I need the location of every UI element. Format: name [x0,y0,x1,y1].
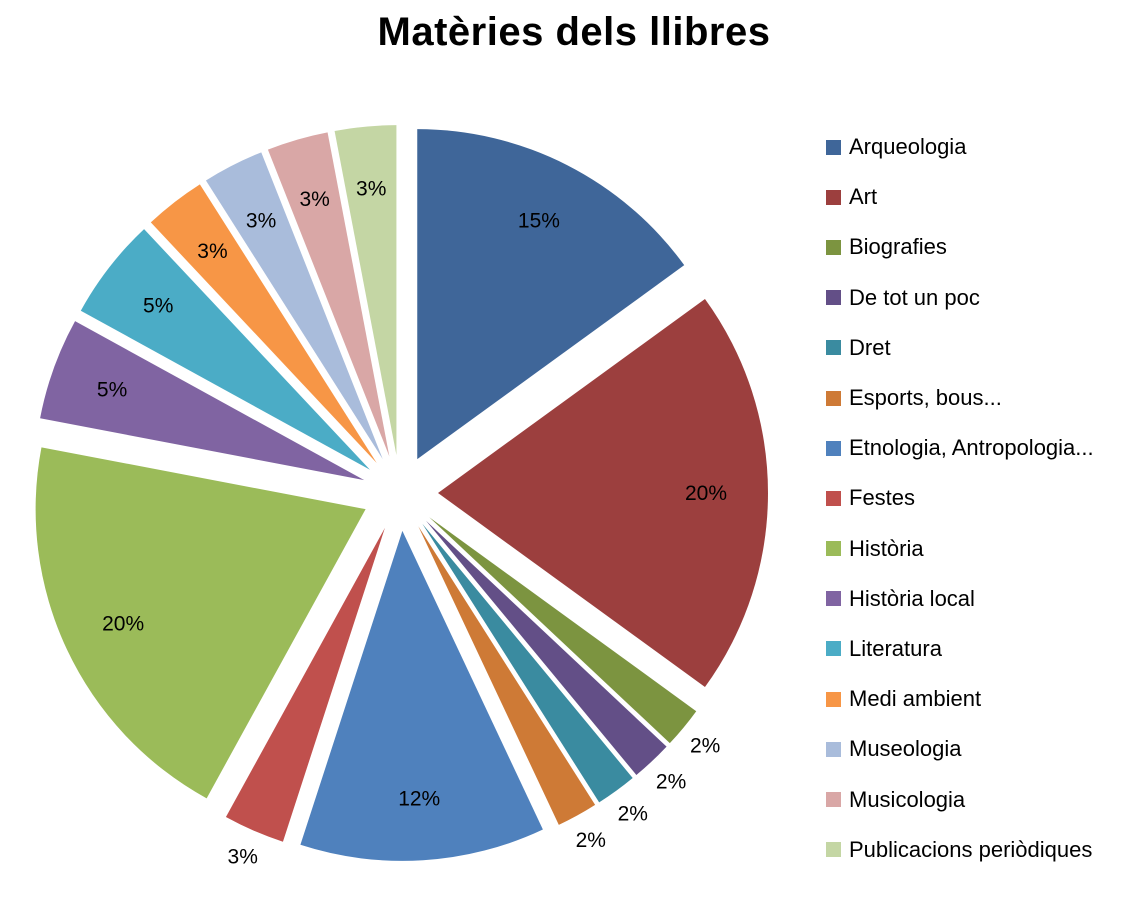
legend-item-biografies: Biografies [826,222,1094,272]
data-label-arqueologia: 15% [518,209,560,232]
pie-slice-dret [422,523,633,803]
chart-title: Matèries dels llibres [377,10,771,54]
pie-slice-medi-ambient [150,184,377,463]
legend-item-esports-bous: Esports, bous... [826,373,1094,423]
legend-item-musicologia: Musicologia [826,774,1094,824]
pie-slice-historia [35,447,366,799]
legend-item-historia-local: Història local [826,574,1094,624]
legend-label: Esports, bous... [849,385,1002,411]
pie-slice-de-tot-un-poc [426,520,667,775]
legend-label: Etnologia, Antropologia... [849,435,1094,461]
legend-label: De tot un poc [849,284,980,310]
data-label-literatura: 5% [143,294,173,317]
legend-label: Musicologia [849,786,966,812]
legend-label: Art [849,184,878,210]
legend-swatch [826,290,841,306]
legend-label: Arqueologia [849,134,967,160]
data-label-historia-local: 5% [97,378,127,401]
legend-label: Festes [849,485,916,511]
legend-item-museologia: Museologia [826,724,1094,774]
legend-swatch [826,842,841,858]
legend-swatch [826,691,841,707]
pie-slice-festes [225,527,385,842]
pie-slice-biografies [429,517,697,744]
legend-swatch [826,440,841,456]
legend-item-publicacions-periodiques: Publicacions periòdiques [826,825,1094,875]
pie-slice-literatura [80,229,370,470]
legend-item-historia: Història [826,524,1094,574]
legend-item-dret: Dret [826,323,1094,373]
data-label-historia: 20% [102,612,144,635]
legend-item-arqueologia: Arqueologia [826,122,1094,172]
data-label-medi-ambient: 3% [197,240,227,263]
pie-slice-historia-local [40,321,365,481]
pie-slices [35,125,768,861]
pie-slice-musicologia [267,132,390,457]
data-label-publicacions-periodiques: 3% [356,177,386,200]
legend-swatch [826,741,841,757]
data-label-festes: 3% [228,845,258,868]
legend-swatch [826,239,841,255]
legend-item-literatura: Literatura [826,624,1094,674]
legend-swatch [826,792,841,808]
legend-swatch [826,641,841,657]
legend-label: Literatura [849,635,942,661]
pie-slice-etnologia-antropologia [300,530,543,861]
data-label-esports-bous: 2% [576,829,606,852]
pie-slice-museologia [205,152,383,460]
legend: Arqueologia Art Biografies De tot un poc Dre… [826,122,1094,875]
legend-swatch [826,189,841,205]
pie-slice-arqueologia [417,129,685,460]
data-label-biografies: 2% [690,734,720,757]
legend-label: Publicacions periòdiques [849,836,1093,862]
pie-data-labels: 15%20%2%2%2%2%12%3%20%5%5%3%3%3% 3% [97,177,727,868]
pie-slice-art [438,299,768,687]
data-label-musicologia: 3% [299,188,329,211]
legend-item-art: Art [826,172,1094,222]
legend-label: Museologia [849,736,962,762]
legend-swatch [826,490,841,506]
legend-swatch [826,591,841,607]
legend-label: Dret [849,334,891,360]
pie-slice-publicacions-periodiques [334,125,397,456]
legend-swatch [826,390,841,406]
legend-swatch [826,340,841,356]
legend-label: Medi ambient [849,686,982,712]
data-label-art: 20% [685,482,727,505]
legend-item-de-tot-un-poc: De tot un poc [826,273,1094,323]
legend-label: Història local [849,585,975,611]
legend-swatch [826,139,841,155]
legend-item-festes: Festes [826,473,1094,523]
legend-label: Història [849,535,924,561]
data-label-etnologia-antropologia: 12% [398,787,440,810]
data-label-de-tot-un-poc: 2% [656,771,686,794]
legend-label: Biografies [849,234,947,260]
legend-swatch [826,541,841,557]
data-label-dret: 2% [618,802,648,825]
data-label-museologia: 3% [246,209,276,232]
legend-item-etnologia-antropologia: Etnologia, Antropologia... [826,423,1094,473]
pie-slice-esports-bous [418,526,596,825]
legend-item-medi-ambient: Medi ambient [826,674,1094,724]
